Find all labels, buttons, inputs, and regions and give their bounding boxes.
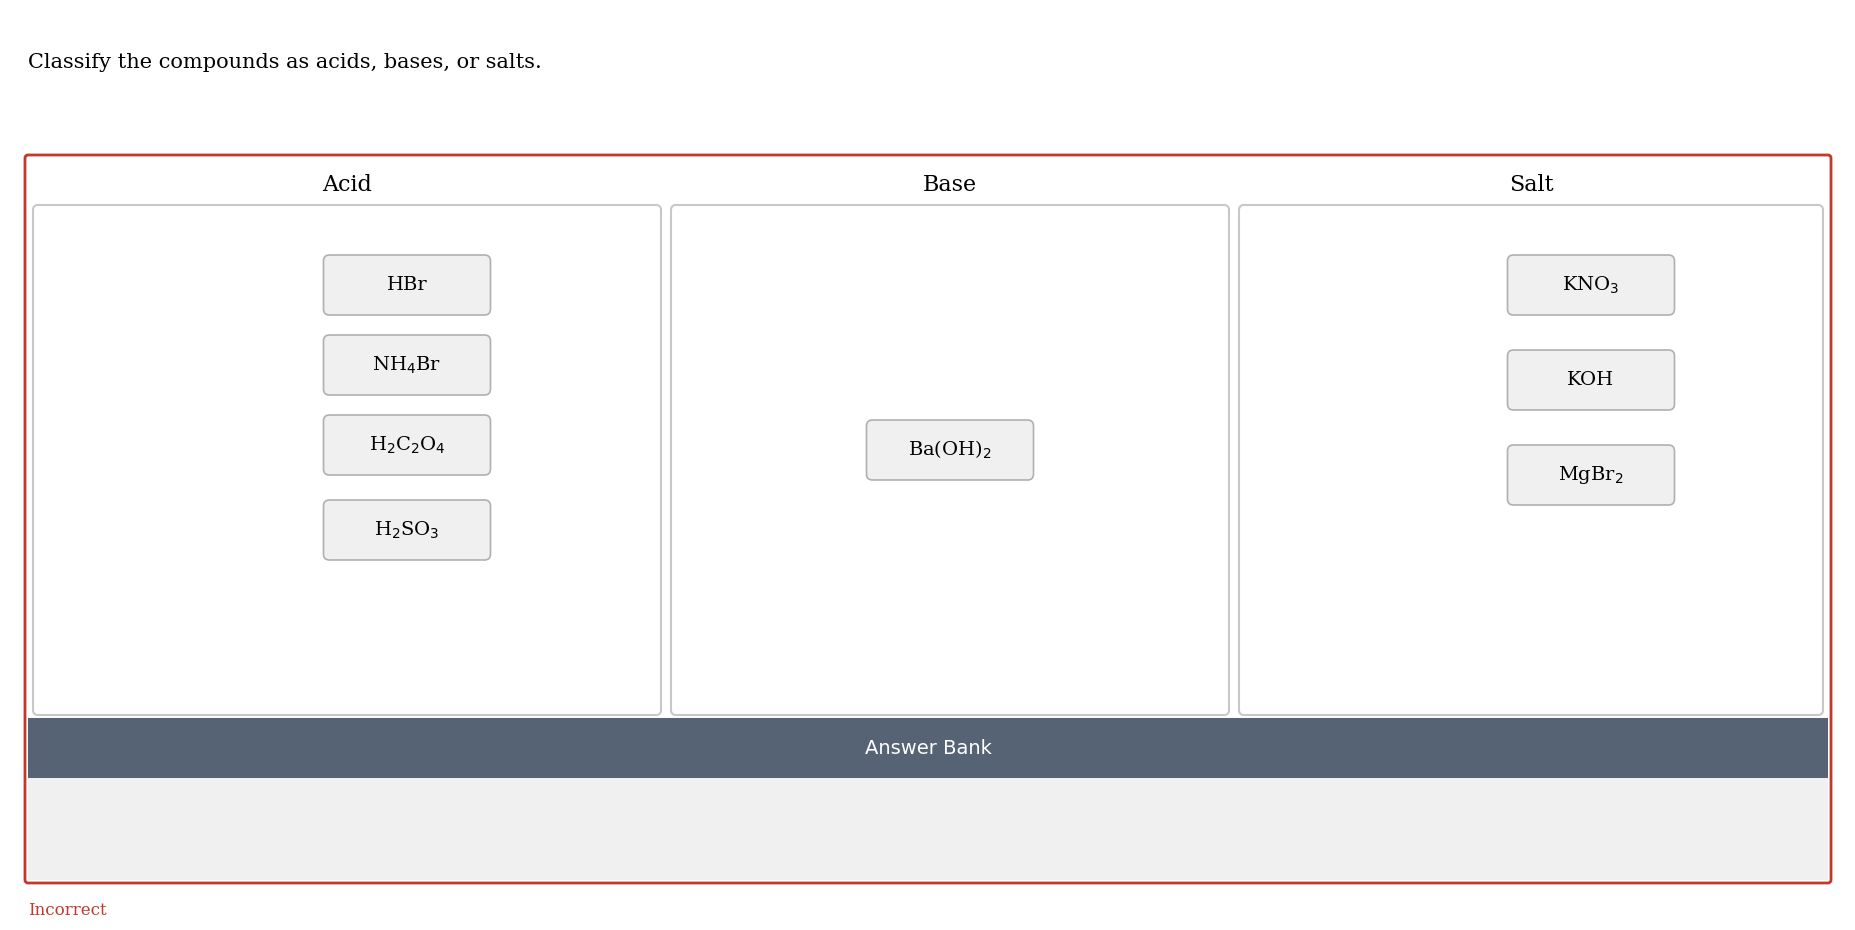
Text: KNO$_3$: KNO$_3$ (1562, 274, 1619, 296)
FancyBboxPatch shape (28, 718, 1827, 778)
FancyBboxPatch shape (24, 155, 1831, 883)
Text: KOH: KOH (1567, 371, 1614, 389)
FancyBboxPatch shape (28, 778, 1827, 880)
Text: Salt: Salt (1508, 174, 1553, 196)
Text: H$_2$C$_2$O$_4$: H$_2$C$_2$O$_4$ (369, 434, 445, 456)
FancyBboxPatch shape (1239, 205, 1822, 715)
FancyBboxPatch shape (323, 500, 490, 560)
FancyBboxPatch shape (323, 415, 490, 475)
Text: Ba(OH)$_2$: Ba(OH)$_2$ (907, 439, 991, 461)
Text: MgBr$_2$: MgBr$_2$ (1558, 464, 1623, 486)
FancyBboxPatch shape (33, 205, 660, 715)
FancyBboxPatch shape (672, 205, 1228, 715)
Text: H$_2$SO$_3$: H$_2$SO$_3$ (375, 519, 440, 540)
Text: HBr: HBr (386, 276, 427, 294)
FancyBboxPatch shape (323, 335, 490, 395)
FancyBboxPatch shape (1506, 445, 1673, 505)
Text: NH$_4$Br: NH$_4$Br (373, 354, 441, 376)
Text: Classify the compounds as acids, bases, or salts.: Classify the compounds as acids, bases, … (28, 52, 542, 72)
Text: Base: Base (922, 174, 976, 196)
Text: Acid: Acid (323, 174, 371, 196)
FancyBboxPatch shape (1506, 255, 1673, 315)
Text: Answer Bank: Answer Bank (864, 738, 991, 758)
FancyBboxPatch shape (1506, 350, 1673, 410)
Text: Incorrect: Incorrect (28, 901, 106, 919)
FancyBboxPatch shape (323, 255, 490, 315)
FancyBboxPatch shape (866, 420, 1033, 480)
